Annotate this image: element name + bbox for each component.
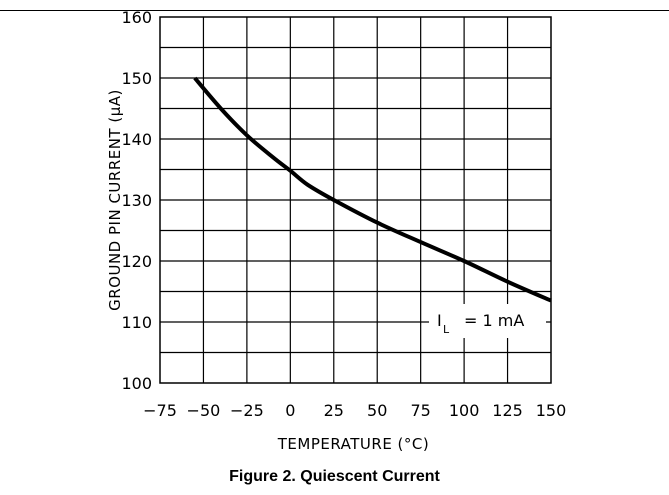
x-tick-label: 100 — [449, 401, 480, 420]
annotation-subscript: L — [443, 323, 450, 336]
x-tick-labels: −75 −50 −25 0 25 50 75 100 125 150 — [143, 401, 566, 420]
x-tick-label: 50 — [367, 401, 387, 420]
figure-caption: Figure 2. Quiescent Current — [0, 468, 669, 486]
x-tick-label: −25 — [230, 401, 264, 420]
y-tick-label: 110 — [121, 313, 152, 332]
y-tick-label: 130 — [121, 191, 152, 210]
series-line — [195, 78, 551, 301]
annotation-text: = 1 mA — [464, 311, 524, 330]
y-tick-label: 150 — [121, 69, 152, 88]
x-tick-label: 75 — [410, 401, 430, 420]
annotation-symbol: I — [437, 311, 442, 330]
x-tick-label: −75 — [143, 401, 177, 420]
load-current-annotation: I L = 1 mA — [429, 304, 546, 338]
y-tick-label: 160 — [121, 8, 152, 27]
y-tick-label: 120 — [121, 252, 152, 271]
y-axis-title: GROUND PIN CURRENT (µA) — [106, 89, 124, 311]
series-layer — [195, 78, 551, 301]
x-tick-label: 0 — [285, 401, 295, 420]
y-tick-label: 140 — [121, 130, 152, 149]
x-tick-label: 25 — [324, 401, 344, 420]
x-tick-label: 125 — [492, 401, 523, 420]
y-tick-label: 100 — [121, 374, 152, 393]
x-tick-label: 150 — [536, 401, 567, 420]
x-axis-title: TEMPERATURE (°C) — [277, 435, 430, 453]
x-tick-label: −50 — [187, 401, 221, 420]
y-tick-labels: 100 110 120 130 140 150 160 — [121, 8, 152, 393]
